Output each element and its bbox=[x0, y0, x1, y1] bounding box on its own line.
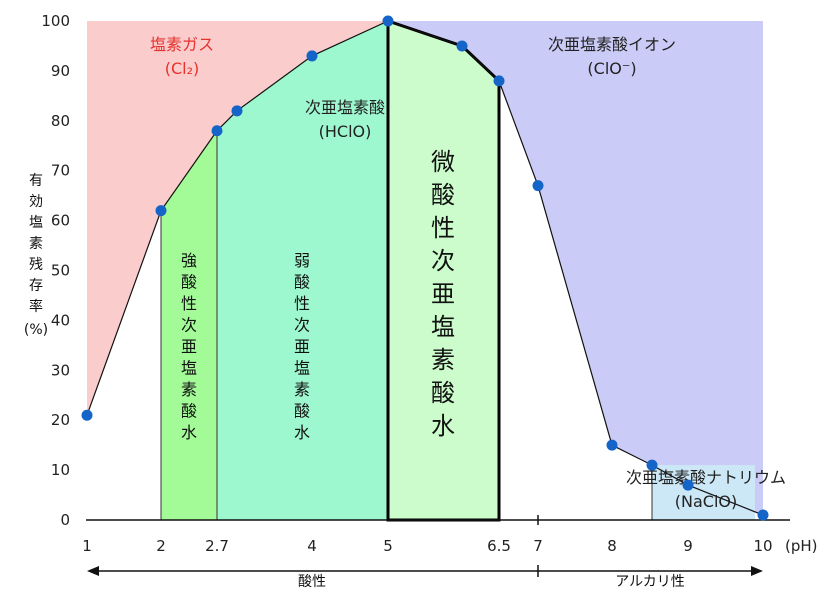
y-axis-label-char: 存 bbox=[29, 278, 43, 294]
water-type-label-char: 次 bbox=[294, 316, 310, 335]
y-axis-label-char: 残 bbox=[29, 257, 43, 273]
water-type-label-char: 素 bbox=[431, 346, 455, 374]
water-type-label-char: 強 bbox=[181, 251, 197, 270]
y-axis-label-char: 率 bbox=[29, 298, 43, 315]
x-tick-label: 1 bbox=[82, 537, 92, 555]
data-point bbox=[493, 75, 505, 87]
water-type-label-char: 素 bbox=[181, 380, 197, 399]
data-point bbox=[306, 50, 318, 62]
x-tick-label: 10 bbox=[753, 537, 772, 555]
clo-label: 次亜塩素酸イオン bbox=[548, 35, 676, 54]
y-tick-label: 0 bbox=[60, 511, 70, 529]
data-point bbox=[682, 479, 694, 491]
data-point bbox=[757, 509, 769, 521]
y-axis-label-char: 素 bbox=[29, 236, 43, 252]
naclo-formula: (NaClO) bbox=[675, 492, 737, 511]
water-type-label-char: 水 bbox=[294, 423, 310, 442]
x-tick-label: 2.7 bbox=[205, 537, 229, 555]
arrow-head-left bbox=[87, 566, 99, 576]
alkali-label: アルカリ性 bbox=[615, 574, 684, 590]
water-band-1 bbox=[161, 130, 217, 520]
hclo-formula: (HClO) bbox=[319, 122, 372, 141]
y-tick-label: 80 bbox=[51, 112, 70, 130]
y-tick-label: 50 bbox=[51, 262, 70, 280]
cl2-label: 塩素ガス bbox=[150, 35, 214, 54]
y-tick-label: 70 bbox=[51, 162, 70, 180]
water-type-label-char: 酸 bbox=[431, 181, 455, 209]
data-point bbox=[382, 15, 394, 27]
data-point bbox=[231, 105, 243, 117]
data-point bbox=[211, 125, 223, 137]
x-tick-label: 2 bbox=[156, 537, 166, 555]
water-type-label-char: 次 bbox=[431, 247, 455, 275]
clo-formula: (ClO⁻) bbox=[587, 59, 636, 78]
y-axis-label-char: 塩 bbox=[29, 215, 43, 231]
y-axis-label-char: 有 bbox=[29, 173, 43, 189]
y-tick-label: 30 bbox=[51, 361, 70, 379]
y-tick-label: 100 bbox=[41, 12, 70, 30]
water-type-label-char: 酸 bbox=[181, 273, 197, 292]
arrow-head-right bbox=[751, 566, 763, 576]
x-tick-label: 7 bbox=[533, 537, 543, 555]
data-point bbox=[155, 205, 167, 217]
water-type-label-char: 性 bbox=[181, 294, 197, 313]
data-point bbox=[606, 439, 618, 451]
water-type-label-char: 亜 bbox=[181, 337, 197, 356]
water-type-label-char: 微 bbox=[431, 148, 455, 176]
y-axis-label-unit: (%) bbox=[24, 322, 48, 338]
y-tick-label: 60 bbox=[51, 212, 70, 230]
water-type-label-char: 性 bbox=[294, 294, 310, 313]
x-tick-label: 5 bbox=[383, 537, 393, 555]
data-point bbox=[81, 409, 93, 421]
x-tick-label: 4 bbox=[307, 537, 317, 555]
data-point bbox=[456, 40, 468, 52]
data-point bbox=[646, 459, 658, 471]
water-type-label-char: 水 bbox=[181, 423, 197, 442]
y-tick-label: 20 bbox=[51, 411, 70, 429]
water-type-label-char: 酸 bbox=[181, 402, 197, 421]
water-type-label-char: 性 bbox=[431, 214, 455, 242]
water-type-label-char: 亜 bbox=[294, 337, 310, 356]
water-type-label-char: 水 bbox=[431, 412, 455, 440]
water-type-label-char: 酸 bbox=[294, 402, 310, 421]
water-type-label-char: 塩 bbox=[181, 359, 197, 378]
y-tick-label: 40 bbox=[51, 311, 70, 329]
water-type-label-char: 弱 bbox=[294, 251, 310, 270]
water-band-2 bbox=[217, 21, 388, 520]
water-type-label-char: 素 bbox=[294, 380, 310, 399]
y-tick-label: 10 bbox=[51, 461, 70, 479]
y-tick-label: 90 bbox=[51, 62, 70, 80]
water-band-3 bbox=[388, 21, 499, 520]
naclo-label: 次亜塩素酸ナトリウム bbox=[626, 468, 786, 487]
hclo-label: 次亜塩素酸 bbox=[305, 98, 385, 117]
water-type-label-char: 酸 bbox=[431, 379, 455, 407]
water-type-label-char: 塩 bbox=[431, 313, 455, 341]
x-unit-label: (pH) bbox=[785, 537, 818, 555]
water-type-label-char: 酸 bbox=[294, 273, 310, 292]
cl2-formula: (Cl₂) bbox=[165, 59, 200, 78]
data-point bbox=[532, 180, 544, 192]
x-tick-label: 9 bbox=[683, 537, 693, 555]
acid-label: 酸性 bbox=[298, 574, 326, 590]
x-tick-label: 8 bbox=[607, 537, 617, 555]
water-type-label-char: 亜 bbox=[431, 280, 455, 308]
y-axis-label-char: 効 bbox=[29, 194, 43, 210]
water-type-label-char: 次 bbox=[181, 316, 197, 335]
x-tick-label: 6.5 bbox=[487, 537, 511, 555]
water-type-label-char: 塩 bbox=[294, 359, 310, 378]
